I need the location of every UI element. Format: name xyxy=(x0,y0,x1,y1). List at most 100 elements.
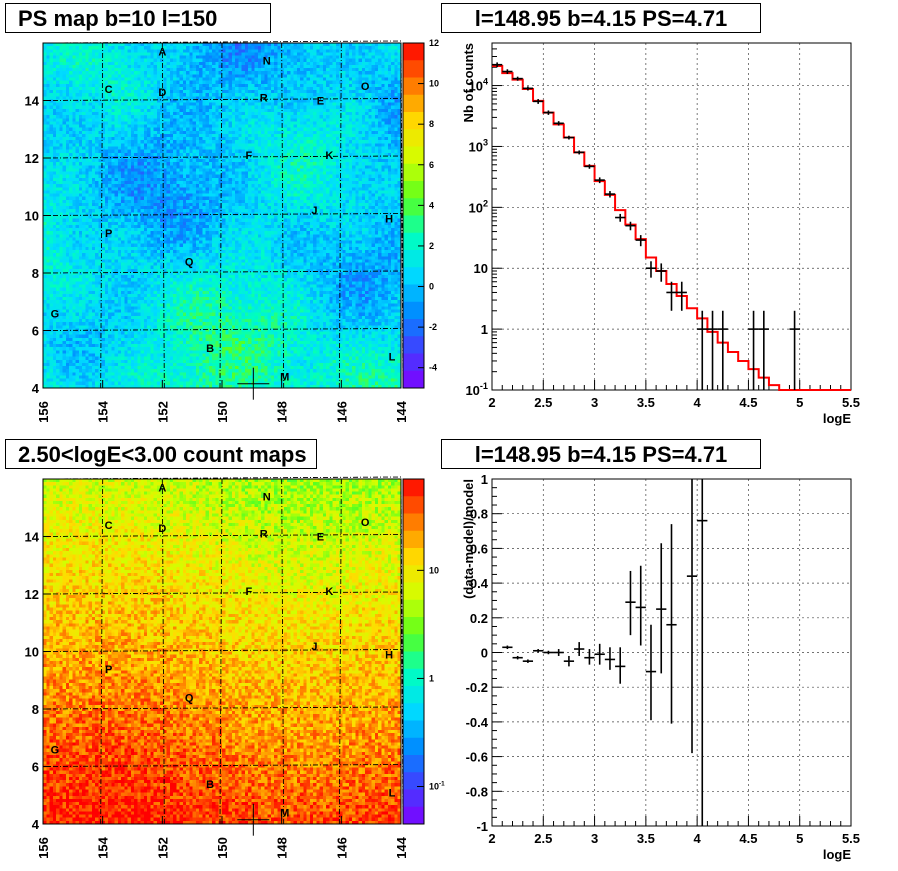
source-label: P xyxy=(105,228,112,240)
source-label: G xyxy=(51,744,60,756)
source-label: M xyxy=(280,372,289,384)
residual-point xyxy=(625,571,635,635)
y-tick-label: 8 xyxy=(32,266,39,281)
y-tick-label: 102 xyxy=(468,198,488,215)
colorbar-cell xyxy=(403,147,424,165)
y-tick-label: 12 xyxy=(25,151,39,166)
data-point xyxy=(615,214,625,222)
data-point xyxy=(574,150,584,154)
source-label: C xyxy=(105,84,113,96)
y-tick-label: 10 xyxy=(25,645,39,660)
colorbar-cell xyxy=(403,198,424,216)
y-tick-label: -0.2 xyxy=(466,680,488,695)
x-tick-label: 3 xyxy=(591,395,598,410)
residual-point xyxy=(502,646,512,649)
colorbar-cell xyxy=(403,60,424,78)
colorbar-cell xyxy=(403,496,424,514)
x-tick-label: 152 xyxy=(155,401,170,423)
x-tick-label: 5 xyxy=(796,831,803,846)
source-label: C xyxy=(105,520,113,532)
y-tick-label: -0.4 xyxy=(466,715,489,730)
data-point xyxy=(533,99,543,104)
x-tick-label: 154 xyxy=(96,400,111,422)
source-label: A xyxy=(158,483,166,495)
colorbar-cell xyxy=(403,371,424,389)
colorbar-cell xyxy=(403,531,424,549)
data-point xyxy=(656,263,666,281)
colorbar-cell xyxy=(403,43,424,61)
residual-point xyxy=(584,649,594,665)
data-point xyxy=(789,311,799,390)
x-tick-label: 144 xyxy=(394,400,409,422)
x-tick-label: 5.5 xyxy=(842,395,860,410)
x-tick-label: 3.5 xyxy=(637,395,655,410)
x-tick-label: 154 xyxy=(96,836,111,858)
x-axis-label: logE xyxy=(823,847,851,862)
y-tick-label: -1 xyxy=(476,819,488,834)
x-tick-label: 144 xyxy=(394,836,409,858)
colorbar-cell xyxy=(403,600,424,618)
source-label: F xyxy=(245,150,252,162)
source-label: N xyxy=(263,491,271,503)
colorbar-cell xyxy=(403,772,424,790)
y-tick-label: 6 xyxy=(32,324,39,339)
source-label: H xyxy=(385,649,393,661)
source-label: N xyxy=(263,55,271,67)
colorbar-tick-label: 12 xyxy=(429,38,439,48)
residual-plot: 2 2.5 3 3.5 4 4.5 5 5.5-1-0.8-0.6-0.4-0.200.20.… xyxy=(461,472,860,862)
colorbar-cell xyxy=(403,233,424,251)
x-tick-label: 150 xyxy=(215,837,230,859)
source-label: H xyxy=(385,213,393,225)
source-label: R xyxy=(260,529,268,541)
data-point xyxy=(564,136,574,140)
x-tick-label: 146 xyxy=(334,837,349,859)
colorbar-tick-label: 0 xyxy=(429,282,434,292)
source-label: Q xyxy=(185,693,194,705)
colorbar-cell xyxy=(403,652,424,670)
colorbar-tick-label: 4 xyxy=(429,200,434,210)
colorbar-cell xyxy=(403,617,424,635)
source-label: B xyxy=(206,343,214,355)
source-label: G xyxy=(51,308,60,320)
colorbar-cell xyxy=(403,319,424,337)
colorbar-cell xyxy=(403,302,424,320)
colorbar-tick-label: 6 xyxy=(429,160,434,170)
x-tick-label: 146 xyxy=(334,401,349,423)
source-label: F xyxy=(245,586,252,598)
x-tick-label: 2.5 xyxy=(534,831,552,846)
residual-point xyxy=(574,642,584,656)
residual-point xyxy=(595,644,605,665)
colorbar-tick-label: 10-1 xyxy=(429,780,445,791)
residual-point xyxy=(564,656,574,666)
data-point xyxy=(595,177,605,183)
colorbar-cell xyxy=(403,565,424,583)
y-tick-label: -0.8 xyxy=(466,784,488,799)
source-label: Q xyxy=(185,257,194,269)
heatmap-cells xyxy=(43,43,401,388)
x-tick-label: 152 xyxy=(155,837,170,859)
x-tick-label: 5.5 xyxy=(842,831,860,846)
data-point xyxy=(718,311,728,390)
y-tick-label: 10 xyxy=(474,261,488,276)
colorbar-cell xyxy=(403,216,424,234)
colorbar-cell xyxy=(403,112,424,130)
colorbar-cell xyxy=(403,721,424,739)
residual-point xyxy=(646,625,656,720)
colorbar-tick-label: 10 xyxy=(429,565,439,575)
source-label: L xyxy=(389,351,396,363)
source-label: R xyxy=(260,93,268,105)
colorbar-cell xyxy=(403,790,424,808)
y-tick-label: 14 xyxy=(25,94,40,109)
y-tick-label: 0.2 xyxy=(470,611,488,626)
x-axis-label: logE xyxy=(823,411,851,426)
source-label: M xyxy=(280,808,289,820)
x-tick-label: 156 xyxy=(36,401,51,423)
source-label: K xyxy=(325,586,333,598)
residual-point xyxy=(554,649,564,656)
x-tick-label: 2 xyxy=(488,395,495,410)
colorbar-cell xyxy=(403,354,424,372)
colorbar-tick-label: 8 xyxy=(429,119,434,129)
x-tick-label: 4.5 xyxy=(739,395,757,410)
